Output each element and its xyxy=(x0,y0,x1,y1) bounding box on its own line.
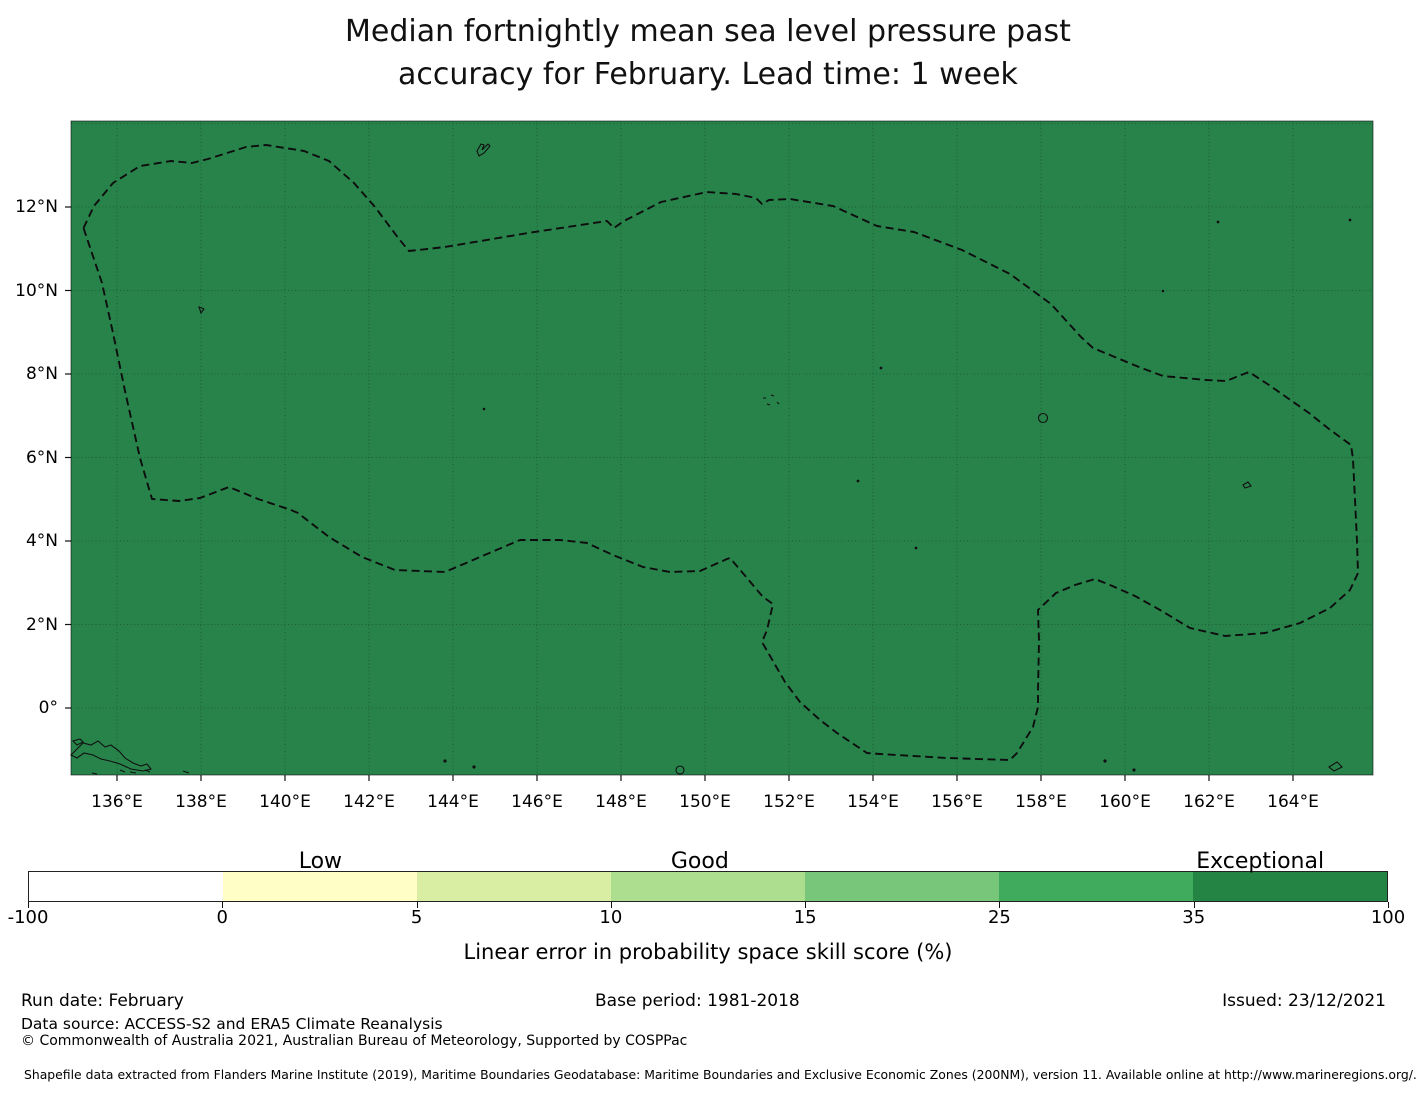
colorbar-category-label: Exceptional xyxy=(1196,849,1325,874)
colorbar-category-label: Low xyxy=(298,849,343,874)
xtick-label: 148°E xyxy=(595,792,647,812)
colorbar-tick-mark xyxy=(222,902,224,908)
colorbar-segment xyxy=(223,872,417,901)
colorbar-tick-mark xyxy=(610,902,612,908)
colorbar-tick-label: 25 xyxy=(987,907,1011,928)
graticule-gridlines xyxy=(71,121,1373,775)
colorbar-segment xyxy=(1193,872,1387,901)
ytick-label: 12°N xyxy=(15,197,58,217)
island-guam xyxy=(476,143,491,157)
xtick-label: 140°E xyxy=(259,792,311,812)
xtick-label: 162°E xyxy=(1183,792,1235,812)
colorbar-tick-mark xyxy=(1388,902,1389,908)
island-new-guinea xyxy=(70,740,152,772)
colorbar-tick-label: 35 xyxy=(1182,907,1206,928)
xtick-label: 164°E xyxy=(1267,792,1319,812)
xtick-label: 144°E xyxy=(427,792,479,812)
island-yap xyxy=(198,306,205,315)
island-outlines xyxy=(70,143,1352,775)
xtick-label: 146°E xyxy=(511,792,563,812)
issued-date-text: Issued: 23/12/2021 xyxy=(1222,991,1386,1011)
colorbar-tick-label: 5 xyxy=(410,907,423,928)
xtick-label: 142°E xyxy=(343,792,395,812)
colorbar-tick-label: 15 xyxy=(793,907,817,928)
chart-title-line1: Median fortnightly mean sea level pressu… xyxy=(345,14,1071,49)
eez-boundary-dashed xyxy=(82,144,1359,761)
colorbar-segment xyxy=(417,872,611,901)
island-speck xyxy=(91,769,190,775)
ytick-label: 6°N xyxy=(25,447,58,468)
colorbar-segment xyxy=(611,872,805,901)
ytick-label: 0° xyxy=(38,698,58,718)
colorbar-tick-mark xyxy=(416,902,418,908)
colorbar-segment xyxy=(29,872,223,901)
ytick-label: 2°N xyxy=(25,614,58,635)
island-specks xyxy=(443,218,1352,772)
chart-title: Median fortnightly mean sea level pressu… xyxy=(0,10,1416,96)
map-ocean-fill xyxy=(70,120,1374,776)
colorbar-tick-mark xyxy=(805,902,807,908)
xtick-label: 158°E xyxy=(1015,792,1067,812)
colorbar-tick-label: 10 xyxy=(599,907,623,928)
colorbar-tick-mark xyxy=(1193,902,1195,908)
xtick-label: 138°E xyxy=(175,792,227,812)
xtick-label: 150°E xyxy=(679,792,731,812)
data-source-text: Data source: ACCESS-S2 and ERA5 Climate … xyxy=(21,1015,443,1033)
ytick-label: 4°N xyxy=(25,531,58,551)
island-kosrae xyxy=(1242,481,1252,489)
ytick-label: 10°N xyxy=(15,280,58,301)
xtick-label: 152°E xyxy=(763,792,815,812)
colorbar-tick-mark xyxy=(28,902,29,908)
map-plot-area xyxy=(65,120,1374,781)
island-bottom-right xyxy=(1328,761,1343,772)
colorbar-axis-label: Linear error in probability space skill … xyxy=(463,940,953,964)
colorbar xyxy=(28,871,1388,902)
island-pohnpei xyxy=(1037,412,1049,424)
colorbar-segment xyxy=(805,872,999,901)
xtick-label: 160°E xyxy=(1099,792,1151,812)
colorbar-tick-label: 100 xyxy=(1370,907,1406,928)
xtick-label: 154°E xyxy=(847,792,899,812)
axis-tick-marks xyxy=(65,206,1294,781)
base-period-text: Base period: 1981-2018 xyxy=(595,991,800,1011)
island-chuuk xyxy=(763,394,780,406)
xtick-label: 136°E xyxy=(91,792,143,812)
colorbar-segment xyxy=(999,872,1193,901)
colorbar-tick-label: 0 xyxy=(216,907,229,928)
copyright-text: © Commonwealth of Australia 2021, Austra… xyxy=(21,1033,688,1049)
shapefile-note-text: Shapefile data extracted from Flanders M… xyxy=(24,1067,1416,1082)
colorbar-tick-mark xyxy=(999,902,1001,908)
xtick-label: 156°E xyxy=(931,792,983,812)
ytick-label: 8°N xyxy=(25,364,58,384)
map-canvas xyxy=(65,120,1374,781)
chart-title-line2: accuracy for February. Lead time: 1 week xyxy=(398,57,1018,92)
island-bottom-center xyxy=(675,765,685,775)
colorbar-tick-label: -100 xyxy=(7,907,49,928)
run-date-text: Run date: February xyxy=(21,991,184,1011)
island-coast-fragment xyxy=(71,738,84,746)
colorbar-category-label: Good xyxy=(670,849,729,874)
